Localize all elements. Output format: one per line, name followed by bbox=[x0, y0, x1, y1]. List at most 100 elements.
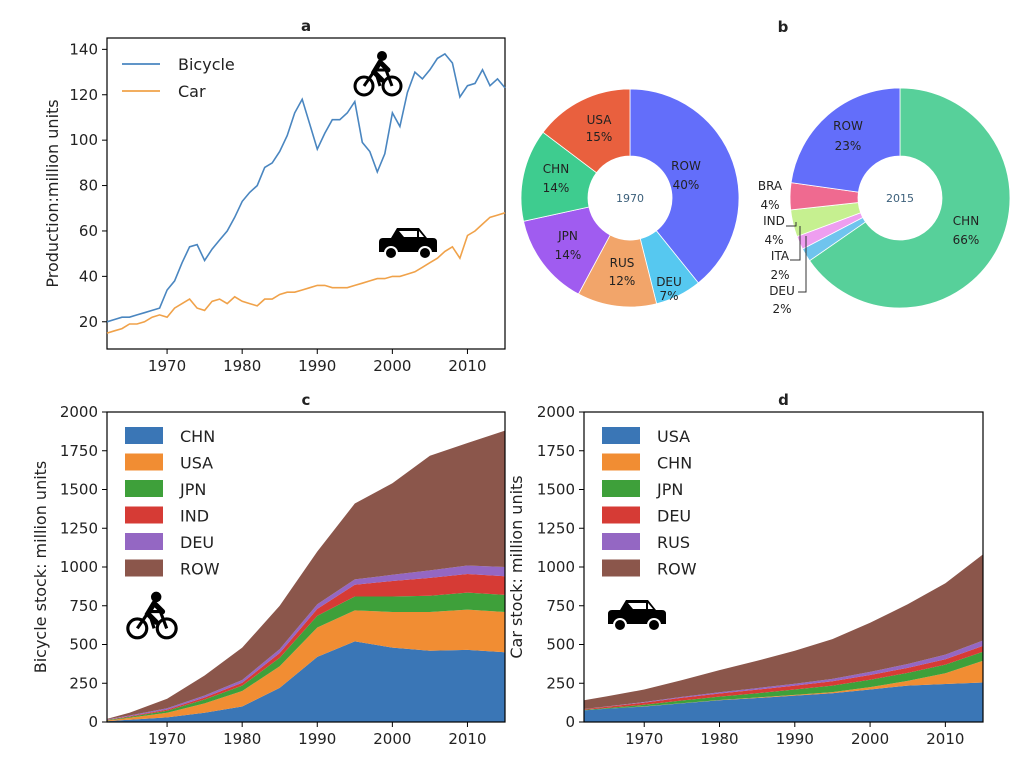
y-tick-label: 100 bbox=[69, 131, 98, 149]
axes-frame bbox=[106, 37, 506, 350]
slice-label: CHN bbox=[953, 214, 979, 228]
legend-swatch bbox=[602, 559, 640, 577]
area-jpn bbox=[584, 651, 983, 711]
car-window bbox=[628, 603, 646, 609]
slice-percent: 14% bbox=[555, 248, 582, 262]
y-tick-label: 500 bbox=[69, 636, 98, 654]
series-line-car bbox=[106, 212, 506, 334]
legend-swatch bbox=[125, 453, 163, 471]
y-axis-label: Bicycle stock: million units bbox=[31, 461, 50, 674]
legend-label: USA bbox=[657, 427, 690, 446]
y-tick-label: 1000 bbox=[537, 558, 575, 576]
x-tick-label: 2010 bbox=[448, 357, 486, 375]
panel-d-car-stock-chart: 1970 1980 1990 2000 2010 0 250 500 750 1000 1250 15… bbox=[507, 391, 984, 748]
y-tick-label: 120 bbox=[69, 86, 98, 104]
area-row bbox=[107, 430, 505, 720]
bicycle-wheel bbox=[126, 617, 149, 640]
area-usa bbox=[584, 682, 983, 722]
slice-percent: 12% bbox=[609, 274, 636, 288]
legend-swatch bbox=[602, 533, 640, 550]
car-wheel bbox=[613, 618, 627, 632]
legend-swatch bbox=[125, 506, 163, 524]
stacked-areas bbox=[584, 554, 983, 722]
y-tick-label: 1750 bbox=[537, 442, 575, 460]
car-body bbox=[608, 600, 666, 624]
y-tick-label: 1000 bbox=[60, 558, 98, 576]
series-line-bicycle bbox=[106, 52, 506, 323]
legend-label: Car bbox=[178, 82, 206, 101]
legend-swatch bbox=[125, 480, 163, 497]
x-tick-label: 2000 bbox=[851, 730, 889, 748]
x-tick-label: 1990 bbox=[298, 730, 336, 748]
car-window bbox=[399, 231, 417, 237]
slice-label: IND bbox=[763, 214, 785, 228]
legend-label: CHN bbox=[180, 427, 215, 446]
car-wheel bbox=[418, 246, 432, 260]
rider-head bbox=[150, 591, 162, 603]
slice-label: ROW bbox=[833, 119, 863, 133]
legend-label: Bicycle bbox=[178, 55, 235, 74]
legend-swatch bbox=[602, 453, 640, 471]
rider-body bbox=[144, 600, 166, 625]
x-tick-label: 2000 bbox=[373, 730, 411, 748]
car-icon bbox=[608, 600, 666, 632]
car-body bbox=[379, 228, 437, 252]
y-tick-label: 1750 bbox=[60, 442, 98, 460]
y-tick-label: 250 bbox=[546, 674, 575, 692]
y-tick-label: 1250 bbox=[60, 519, 98, 537]
x-tick-label: 1970 bbox=[148, 730, 186, 748]
car-wheel bbox=[384, 246, 398, 260]
y-tick-label: 2000 bbox=[537, 403, 575, 421]
area-jpn bbox=[107, 592, 505, 721]
y-tick-label: 0 bbox=[565, 713, 575, 731]
panel-title: d bbox=[778, 391, 789, 409]
legend-swatch bbox=[602, 427, 640, 444]
x-tick-label: 1980 bbox=[223, 730, 261, 748]
donut-center-label: 2015 bbox=[886, 192, 914, 205]
x-tick-label: 2010 bbox=[926, 730, 964, 748]
slice-label: DEU bbox=[769, 284, 795, 298]
y-tick-label: 140 bbox=[69, 40, 98, 58]
donut-center-label: 1970 bbox=[616, 192, 644, 205]
area-ind bbox=[107, 574, 505, 720]
x-tick-label: 2010 bbox=[448, 730, 486, 748]
x-tick-label: 2000 bbox=[373, 357, 411, 375]
area-row bbox=[584, 554, 983, 709]
car-icon bbox=[379, 228, 437, 260]
y-tick-label: 80 bbox=[79, 177, 98, 195]
donut-slice-row bbox=[629, 88, 740, 284]
legend-label: DEU bbox=[657, 507, 691, 526]
leader-line bbox=[798, 236, 807, 293]
y-tick-label: 40 bbox=[79, 267, 98, 285]
y-tick-label: 20 bbox=[79, 313, 98, 331]
slice-label: JPN bbox=[557, 229, 578, 243]
y-tick-label: 750 bbox=[69, 597, 98, 615]
legend-swatch bbox=[602, 506, 640, 524]
slice-label: USA bbox=[587, 113, 613, 127]
legend-label: ROW bbox=[657, 560, 697, 579]
y-tick-label: 60 bbox=[79, 222, 98, 240]
slice-percent: 7% bbox=[659, 289, 678, 303]
leader-line bbox=[786, 222, 797, 227]
x-tick-label: 1990 bbox=[298, 357, 336, 375]
x-tick-label: 1980 bbox=[223, 357, 261, 375]
legend-label: DEU bbox=[180, 533, 214, 552]
legend-label: USA bbox=[180, 454, 213, 473]
car-window bbox=[648, 603, 653, 609]
legend-label: ROW bbox=[180, 560, 220, 579]
car-wheel bbox=[647, 618, 661, 632]
y-tick-label: 500 bbox=[546, 636, 575, 654]
slice-percent: 23% bbox=[835, 139, 862, 153]
panel-a-line-chart: 1970 1980 1990 2000 2010 20 40 60 80 100 120 140 a Pr… bbox=[43, 17, 506, 375]
donut-slice-chn bbox=[809, 87, 1011, 309]
legend-label: CHN bbox=[657, 454, 692, 473]
x-tick-label: 1970 bbox=[625, 730, 663, 748]
x-tick-label: 1970 bbox=[148, 357, 186, 375]
rider-body bbox=[370, 59, 391, 83]
slice-percent: 4% bbox=[764, 233, 783, 247]
slice-label: ROW bbox=[671, 159, 701, 173]
slice-label: DEU bbox=[656, 275, 682, 289]
panel-title: b bbox=[778, 18, 789, 36]
y-tick-label: 0 bbox=[88, 713, 98, 731]
